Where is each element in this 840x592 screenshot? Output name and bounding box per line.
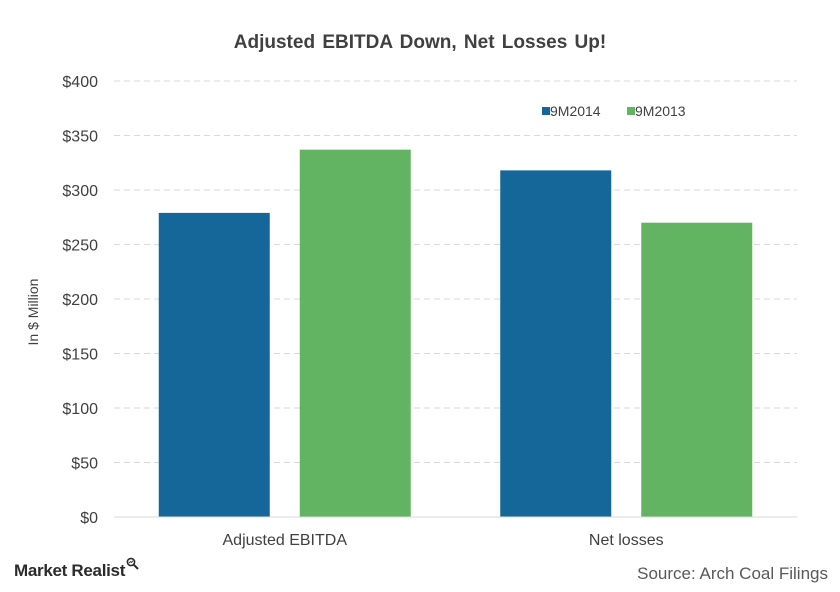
bar-9m2013: [299, 149, 411, 518]
x-category-label: Adjusted EBITDA: [223, 532, 348, 549]
bar-9m2013: [641, 222, 753, 517]
y-tick-label: $150: [62, 347, 98, 364]
legend-label: 9M2013: [635, 103, 686, 119]
magnifier-icon: [126, 555, 139, 570]
brand-name: Market Realist: [14, 561, 126, 580]
y-tick-label: $300: [62, 183, 98, 200]
bar-9m2014: [500, 170, 612, 517]
brand-logo: Market Realist: [14, 557, 139, 581]
bars: [158, 149, 753, 518]
legend: 9M2014 9M2013: [542, 103, 686, 119]
y-tick-label: $0: [80, 510, 98, 527]
y-tick-label: $50: [71, 456, 98, 473]
y-tick-label: $100: [62, 401, 98, 418]
y-tick-label: $400: [62, 74, 98, 91]
legend-swatch: [627, 107, 635, 115]
x-category-label: Net losses: [589, 532, 664, 549]
bar-9m2014: [158, 212, 270, 517]
y-axis-label: In $ Million: [25, 278, 41, 346]
chart-title: Adjusted EBITDA Down, Net Losses Up!: [233, 32, 607, 53]
y-tick-label: $250: [62, 238, 98, 255]
legend-label: 9M2014: [550, 103, 601, 119]
x-axis-categories: Adjusted EBITDA Net losses: [223, 532, 664, 549]
y-tick-label: $350: [62, 129, 98, 146]
source-note: Source: Arch Coal Filings: [637, 564, 828, 583]
legend-swatch: [542, 107, 550, 115]
y-axis-ticks: $0 $50 $100 $150 $200 $250 $300 $350 $400: [62, 74, 98, 527]
y-tick-label: $200: [62, 292, 98, 309]
